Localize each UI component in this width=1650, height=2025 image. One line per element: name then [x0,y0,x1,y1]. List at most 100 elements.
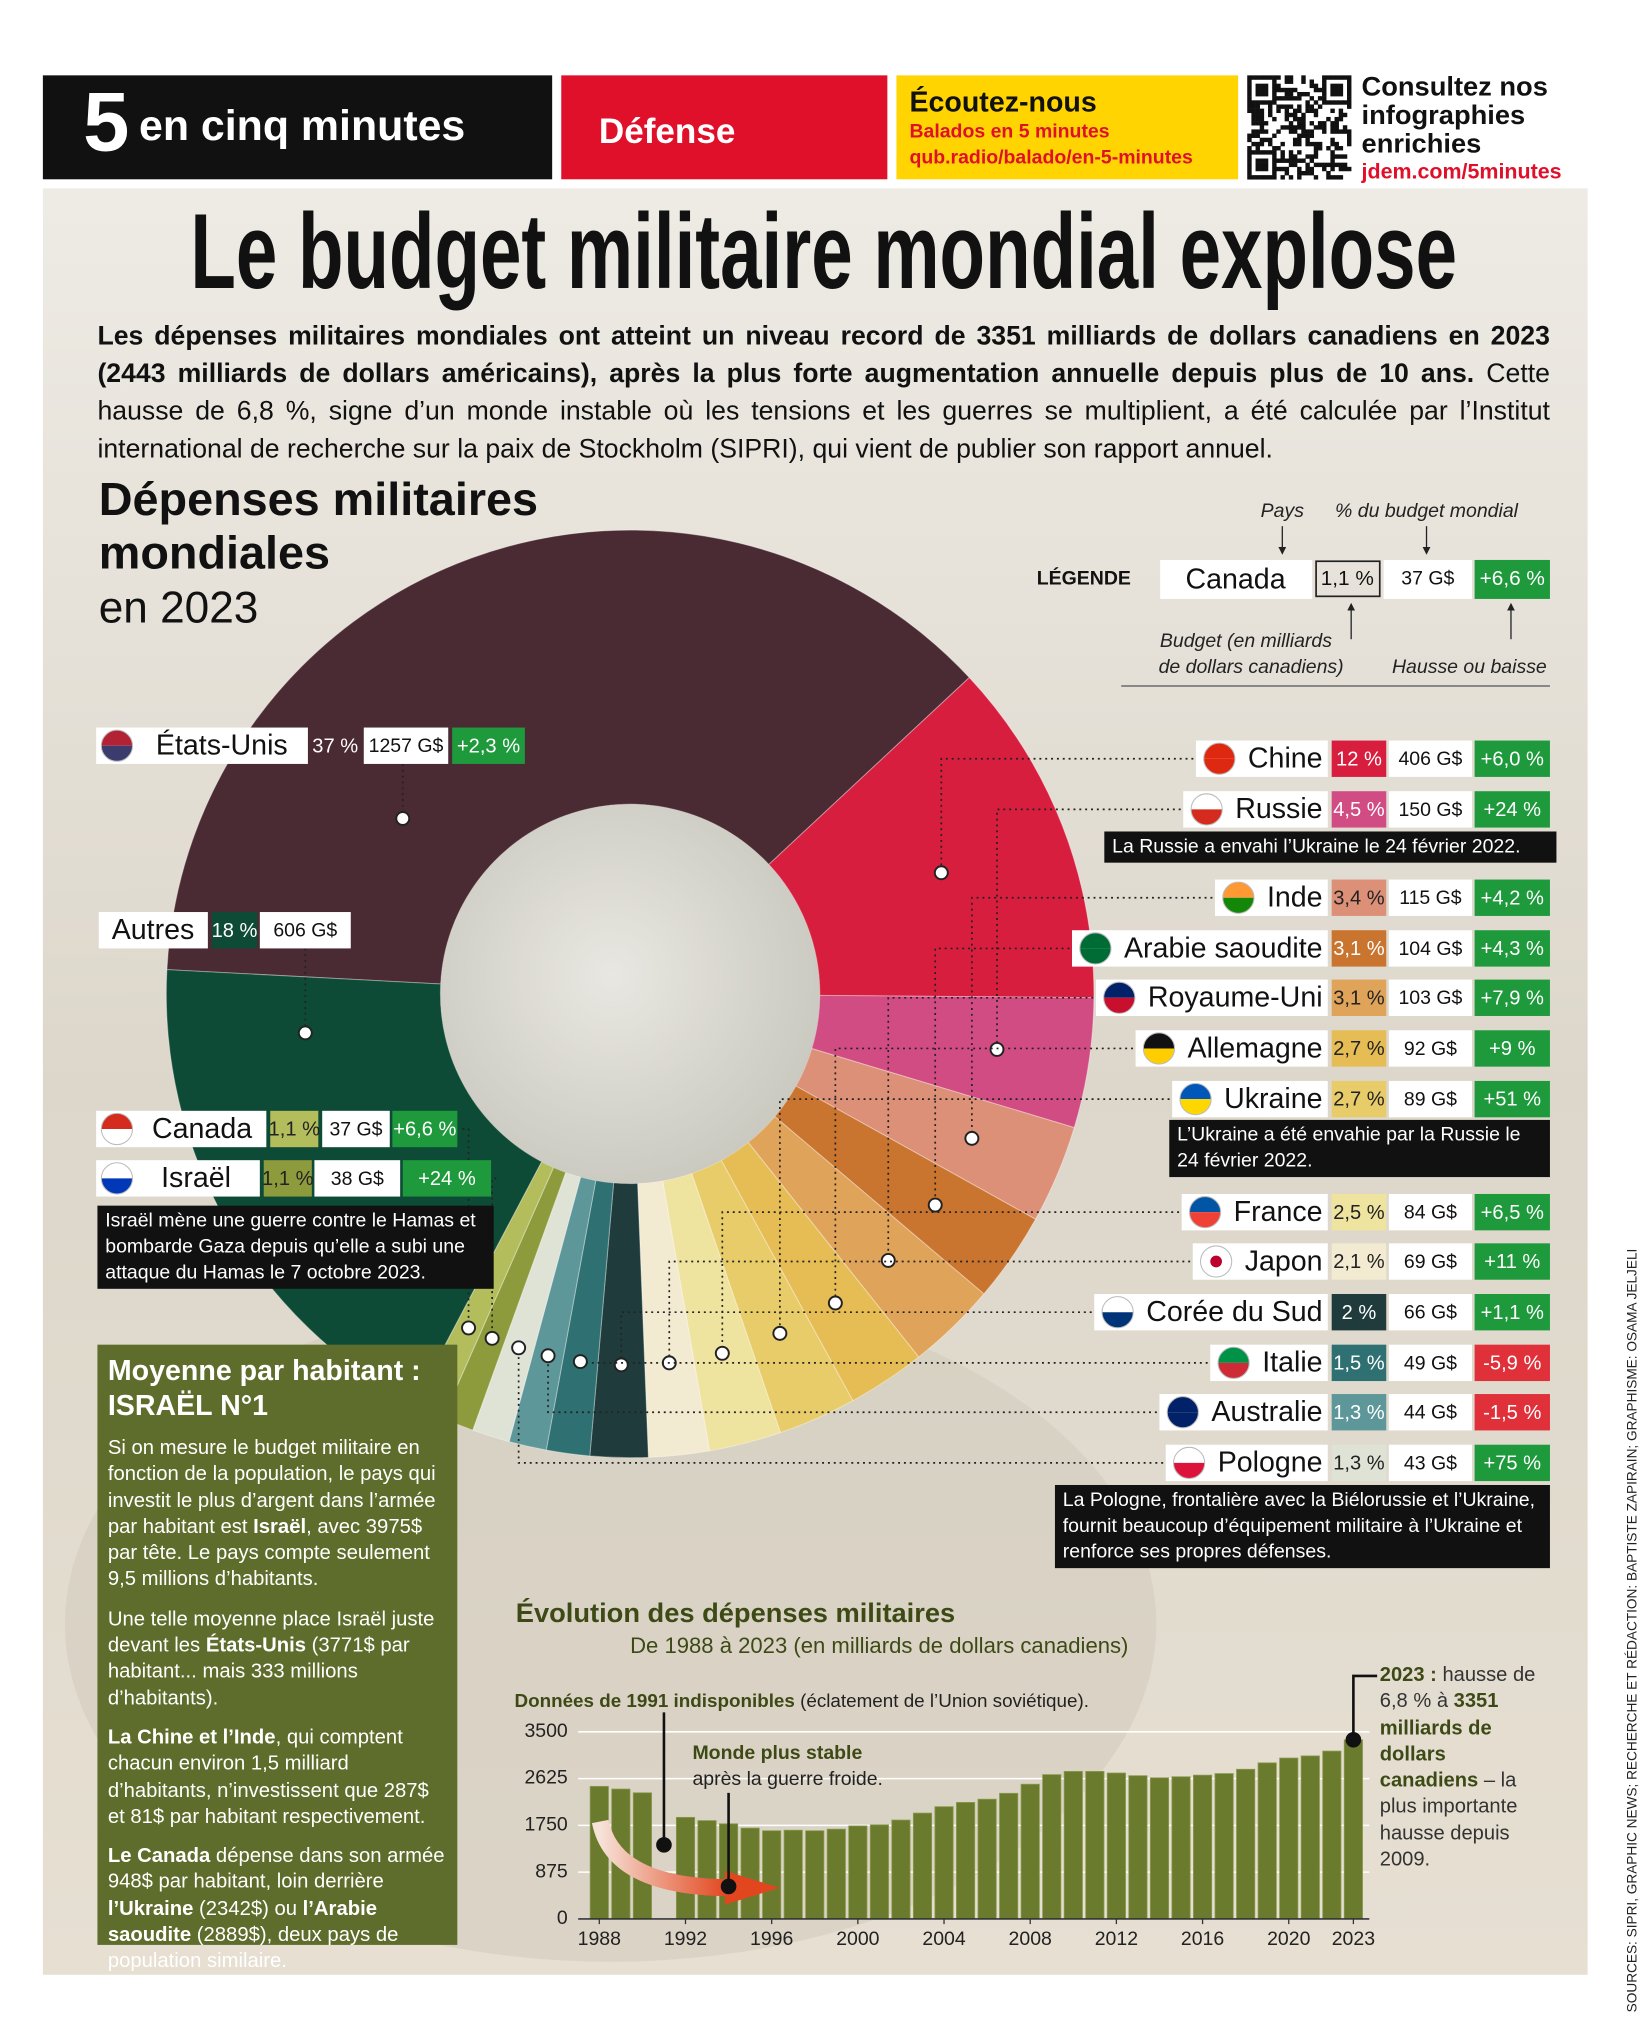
flag [101,1178,133,1194]
budget-box [1388,1080,1472,1118]
text-bold: 3351 milliards de dollars canadiens [1379,1690,1499,1792]
qr-cell [1347,75,1352,80]
country-name: Russie [1235,793,1322,825]
country-name: Italie [1262,1347,1322,1379]
qr-cell [1322,87,1327,93]
qr-cell [1255,108,1260,114]
qr-cell [1255,162,1260,168]
bar [1193,1774,1213,1920]
qr-cell [1309,108,1315,114]
flag [1222,882,1254,898]
qr-cell [1301,112,1306,118]
change-box [1474,1444,1550,1482]
logo: 5 [83,76,129,169]
qr-cell [1330,121,1335,126]
y-tick-label: 0 [557,1907,568,1929]
qr-cell [1276,75,1281,80]
sidebar-subtitle: ISRAËL N°1 [107,1388,269,1422]
change-box [1474,1030,1550,1067]
leader-dot [989,1041,1005,1057]
qr-cell [1263,83,1269,89]
qr-cell [1326,100,1331,105]
country-name: Autres [112,914,195,946]
text-run: , qui comptent chacun environ 1,5 millia… [107,1726,429,1828]
qr-cell [1288,175,1294,180]
qr-cell [1284,116,1290,122]
qr-cell [1259,108,1265,114]
bar [1128,1775,1148,1920]
y-tick-label: 3500 [524,1720,567,1742]
qr-cell [1288,125,1294,130]
qr-cell [1338,175,1344,180]
qr-cell [1342,125,1348,130]
qr-cell [1259,100,1265,105]
budget-label: 43 G$ [1404,1452,1457,1474]
qr-cell [1313,100,1319,105]
country-name: Pologne [1218,1447,1323,1479]
qr-cell [1288,79,1294,84]
legend-caption: de dollars canadiens) [1159,656,1344,678]
web-line: Consultez nos [1362,71,1548,102]
web-line: enrichies [1362,128,1482,159]
qr-cell [1284,104,1290,109]
annotation-dot [656,1837,672,1853]
qr-cell [1297,158,1302,163]
qr-cell [1301,170,1306,176]
budget-box [1388,979,1472,1016]
legend-pct: 1,1 % [1321,567,1374,590]
bar [1322,1750,1342,1920]
country-name: France [1234,1196,1323,1228]
qr-cell [1297,116,1302,122]
flag-rim [100,729,134,762]
legend-budget-box [1383,559,1472,599]
qr-cell [1334,83,1339,89]
leader-dot [572,1354,588,1370]
pie-labels: Chine 12 % 406 G$ +6,0 % Russie 4,5 % 150 G$ +2… [96,727,1550,1482]
qr-cell [1255,83,1260,89]
qr-cell [1247,104,1252,109]
qr-cell [1247,79,1252,84]
flag-rim [1079,932,1112,965]
legend-key: LÉGENDE Canada 1,1 % 37 G$ +6,6 % Pays %… [1037,500,1550,687]
budget-label: 38 G$ [331,1168,384,1190]
pct-label: 4,5 % [1333,799,1385,821]
flag [1200,1261,1232,1278]
qr-cell [1338,100,1344,105]
qr-cell [1268,108,1273,114]
qr-cell [1255,91,1260,97]
qr-cell [1330,87,1335,93]
qr-cell [1313,83,1319,89]
qr-cell [1247,150,1252,155]
country-name: Royaume-Uni [1148,982,1323,1014]
qr-cell [1309,170,1315,176]
text-bold: l’Arabie saoudite [107,1897,377,1947]
bar [999,1792,1019,1920]
legend-country: Canada [1185,563,1285,595]
text-bold: Israël [253,1516,307,1539]
pct-label: 1,1 % [262,1168,314,1190]
x-tick-label: 1996 [750,1928,793,1950]
leader-dot [772,1325,788,1341]
legend-caption: Pays [1261,500,1305,522]
leader-dot [540,1348,556,1364]
flag-rim [100,1162,134,1195]
qr-cell [1309,158,1315,163]
qr-cell [1247,154,1252,159]
qr-cell [1288,154,1294,159]
qr-cell [1272,158,1277,163]
bar-note: 2023 : hausse de 6,8 % à 3351 milliards … [1380,1663,1549,1874]
flag-rim [100,1112,134,1146]
qr-cell [1317,96,1323,101]
qr-cell [1330,137,1335,143]
bar [783,1829,803,1920]
donut-chart [165,529,1095,1459]
change-label: +6,6 % [393,1119,456,1141]
legend-caption: % du budget mondial [1335,500,1519,522]
qr-cell [1255,158,1260,163]
x-tick-label: 2020 [1267,1928,1310,1950]
qr-cell [1330,162,1335,168]
change-box [1474,1243,1550,1280]
text-bold: l’Ukraine [107,1897,194,1920]
qr-cell [1334,129,1339,134]
qr-cell [1247,175,1252,180]
